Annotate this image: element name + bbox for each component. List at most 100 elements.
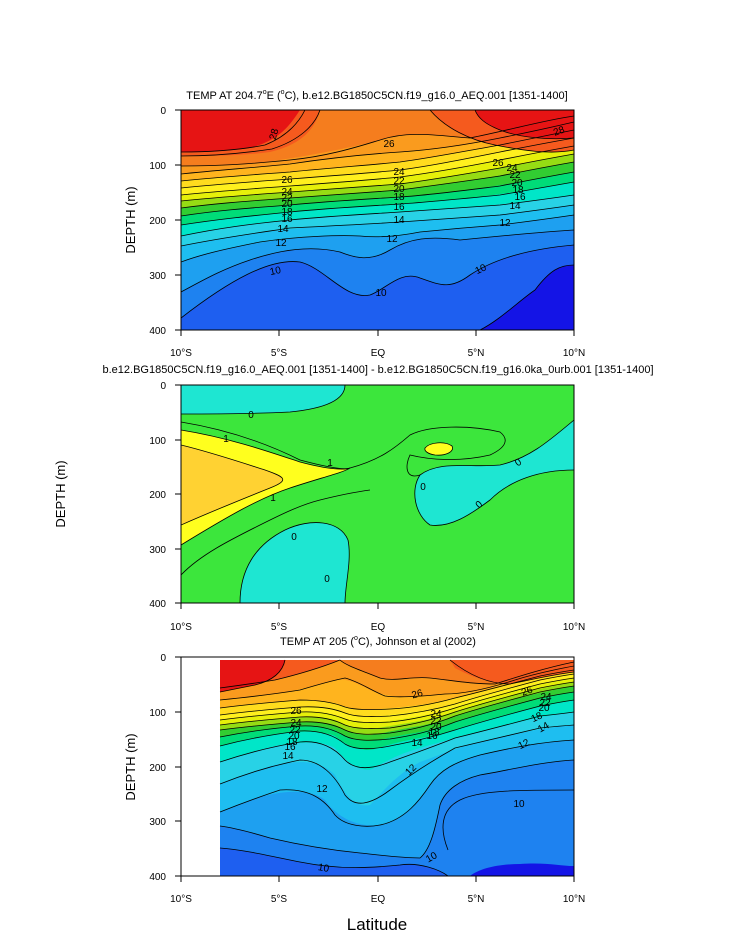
panel-3-contour-line xyxy=(219,699,574,750)
panel-1-contour-label: 22 xyxy=(393,176,405,187)
panel-3-contour-label: 26 xyxy=(290,706,302,717)
x-tick-label: EQ xyxy=(371,622,386,633)
panel-2-fill-neg xyxy=(414,420,574,526)
panel-1-contour-label: 10 xyxy=(375,288,387,299)
panel-3-contour-line xyxy=(219,724,574,804)
panel-1-contours xyxy=(181,110,574,330)
panel-3-contour-line xyxy=(219,669,574,710)
panel-3-contour-label: 26 xyxy=(520,684,535,698)
panel-3-contour-label: 14 xyxy=(536,720,552,735)
panel-1-contour-label: 12 xyxy=(386,234,398,245)
panel-2-fill-pos xyxy=(424,442,453,456)
panel-1-contour-line xyxy=(474,110,574,140)
panel-2-contour-line xyxy=(181,385,346,415)
y-tick-label: 400 xyxy=(149,326,166,337)
panel-1-contour-label: 16 xyxy=(514,192,526,203)
y-tick-label: 0 xyxy=(160,106,166,117)
panel-1-contour-label: 20 xyxy=(511,178,523,189)
panel-3-y-axis-label: DEPTH (m) xyxy=(123,733,138,800)
panel-2-fill-pos2 xyxy=(181,445,283,525)
y-tick-label: 400 xyxy=(149,599,166,610)
panel-2-x-ticks: 10°S 5°S EQ 5°N 10°N xyxy=(170,603,585,633)
panel-1-contour-line xyxy=(181,110,321,157)
panel-1-contour-label: 14 xyxy=(509,201,521,212)
panel-2-contour-line xyxy=(239,522,350,603)
y-tick-label: 100 xyxy=(149,708,166,719)
x-tick-label: 5°S xyxy=(271,348,288,359)
panel-2-contour-line xyxy=(181,419,574,477)
panel-3-contour-line xyxy=(219,665,574,701)
y-tick-label: 200 xyxy=(149,490,166,501)
panel-1-contour-line xyxy=(181,145,574,196)
panel-2-y-axis-label: DEPTH (m) xyxy=(53,460,68,527)
panel-3-contour-line xyxy=(219,739,574,827)
panel-2-contour-line xyxy=(181,429,351,546)
panel-2-contour-line xyxy=(181,489,371,576)
panel-2-y-ticks: 0 100 200 300 400 xyxy=(149,381,181,610)
panel-3-contour-line xyxy=(219,681,574,729)
x-tick-label: 10°S xyxy=(170,348,192,359)
x-tick-label: 10°N xyxy=(563,622,585,633)
y-tick-label: 0 xyxy=(160,653,166,664)
panel-1-contour-label: 26 xyxy=(492,158,504,169)
panel-3: TEMP AT 205 (oC), Johnson et al (2002) xyxy=(123,635,585,905)
panel-3-plot: 26 24 22 20 18 16 14 26 24 22 20 18 16 1… xyxy=(181,657,574,876)
panel-1-fill-28 xyxy=(181,110,574,152)
panel-1-contour-label: 28 xyxy=(268,127,282,141)
x-tick-label: 5°N xyxy=(468,894,485,905)
panel-2-contour-label: 0 xyxy=(324,574,330,585)
panel-3-contour-label: 24 xyxy=(430,709,442,720)
panel-1-contour-label: 20 xyxy=(393,184,405,195)
panel-1-contour-label: 24 xyxy=(281,187,293,198)
panel-2-contour-label: 0 xyxy=(420,482,426,493)
panel-3-contour-line xyxy=(442,789,574,851)
panel-1-contour-line xyxy=(181,161,574,209)
panel-1-contour-label: 20 xyxy=(281,199,293,210)
panel-3-contour-label: 18 xyxy=(530,710,545,725)
panel-2-contour-label: 1 xyxy=(270,493,276,504)
panel-3-deep-blue xyxy=(470,863,574,876)
panel-3-contour-labels: 26 24 22 20 18 16 14 26 24 22 20 18 16 1… xyxy=(282,684,552,875)
panel-1-contour-line xyxy=(181,204,574,247)
x-tick-label: 10°S xyxy=(170,622,192,633)
panel-3-contours xyxy=(219,659,574,876)
panel-1-y-axis-label: DEPTH (m) xyxy=(123,186,138,253)
panel-3-contour-line xyxy=(219,673,574,717)
y-tick-label: 300 xyxy=(149,817,166,828)
panel-1-contour-line xyxy=(181,214,574,263)
panel-1-contour-label: 10 xyxy=(474,262,489,277)
panel-3-contour-label: 20 xyxy=(288,731,300,742)
panel-1-contour-line xyxy=(181,153,574,202)
x-tick-label: 10°S xyxy=(170,894,192,905)
panel-3-contour-label: 16 xyxy=(284,742,296,753)
panel-1-title: TEMP AT 204.7oE (oC), b.e12.BG1850C5CN.f… xyxy=(186,89,567,102)
panel-3-title: TEMP AT 205 (oC), Johnson et al (2002) xyxy=(280,635,476,648)
panel-3-contour-line xyxy=(219,659,341,689)
x-tick-label: 10°N xyxy=(563,348,585,359)
panel-1-contour-label: 18 xyxy=(281,207,293,218)
panel-1-contour-label: 18 xyxy=(393,192,405,203)
panel-3-contour-label: 20 xyxy=(538,703,550,714)
panel-3-contour-line xyxy=(219,847,449,876)
panel-1-contour-line xyxy=(181,137,574,189)
y-tick-label: 100 xyxy=(149,161,166,172)
panel-1-contour-line xyxy=(181,115,574,167)
panel-3-contour-line xyxy=(219,685,574,735)
panel-2-title: b.e12.BG1850C5CN.f19_g16.0_AEQ.001 [1351… xyxy=(102,364,653,376)
x-tick-label: 5°N xyxy=(468,348,485,359)
panel-2-contour-label: 0 xyxy=(474,499,486,511)
panel-3-contour-line xyxy=(219,677,574,723)
panel-2-contour-line xyxy=(181,444,283,526)
panel-2-plot: 0 1 1 1 0 0 0 0 0 xyxy=(181,385,574,603)
y-tick-label: 100 xyxy=(149,436,166,447)
panel-3-contour-line xyxy=(219,691,574,741)
y-tick-label: 300 xyxy=(149,271,166,282)
panel-1-contour-line xyxy=(181,129,574,182)
panel-1: TEMP AT 204.7oE (oC), b.e12.BG1850C5CN.f… xyxy=(123,89,585,359)
panel-1-contour-label: 12 xyxy=(275,238,287,249)
x-tick-label: 5°S xyxy=(271,622,288,633)
panel-3-contour-label: 24 xyxy=(540,692,552,703)
panel-1-contour-labels: 28 28 26 26 26 24 22 20 18 16 14 12 24 2… xyxy=(268,124,567,299)
panel-3-contour-label: 22 xyxy=(430,716,442,727)
panel-1-contour-line xyxy=(181,181,574,226)
